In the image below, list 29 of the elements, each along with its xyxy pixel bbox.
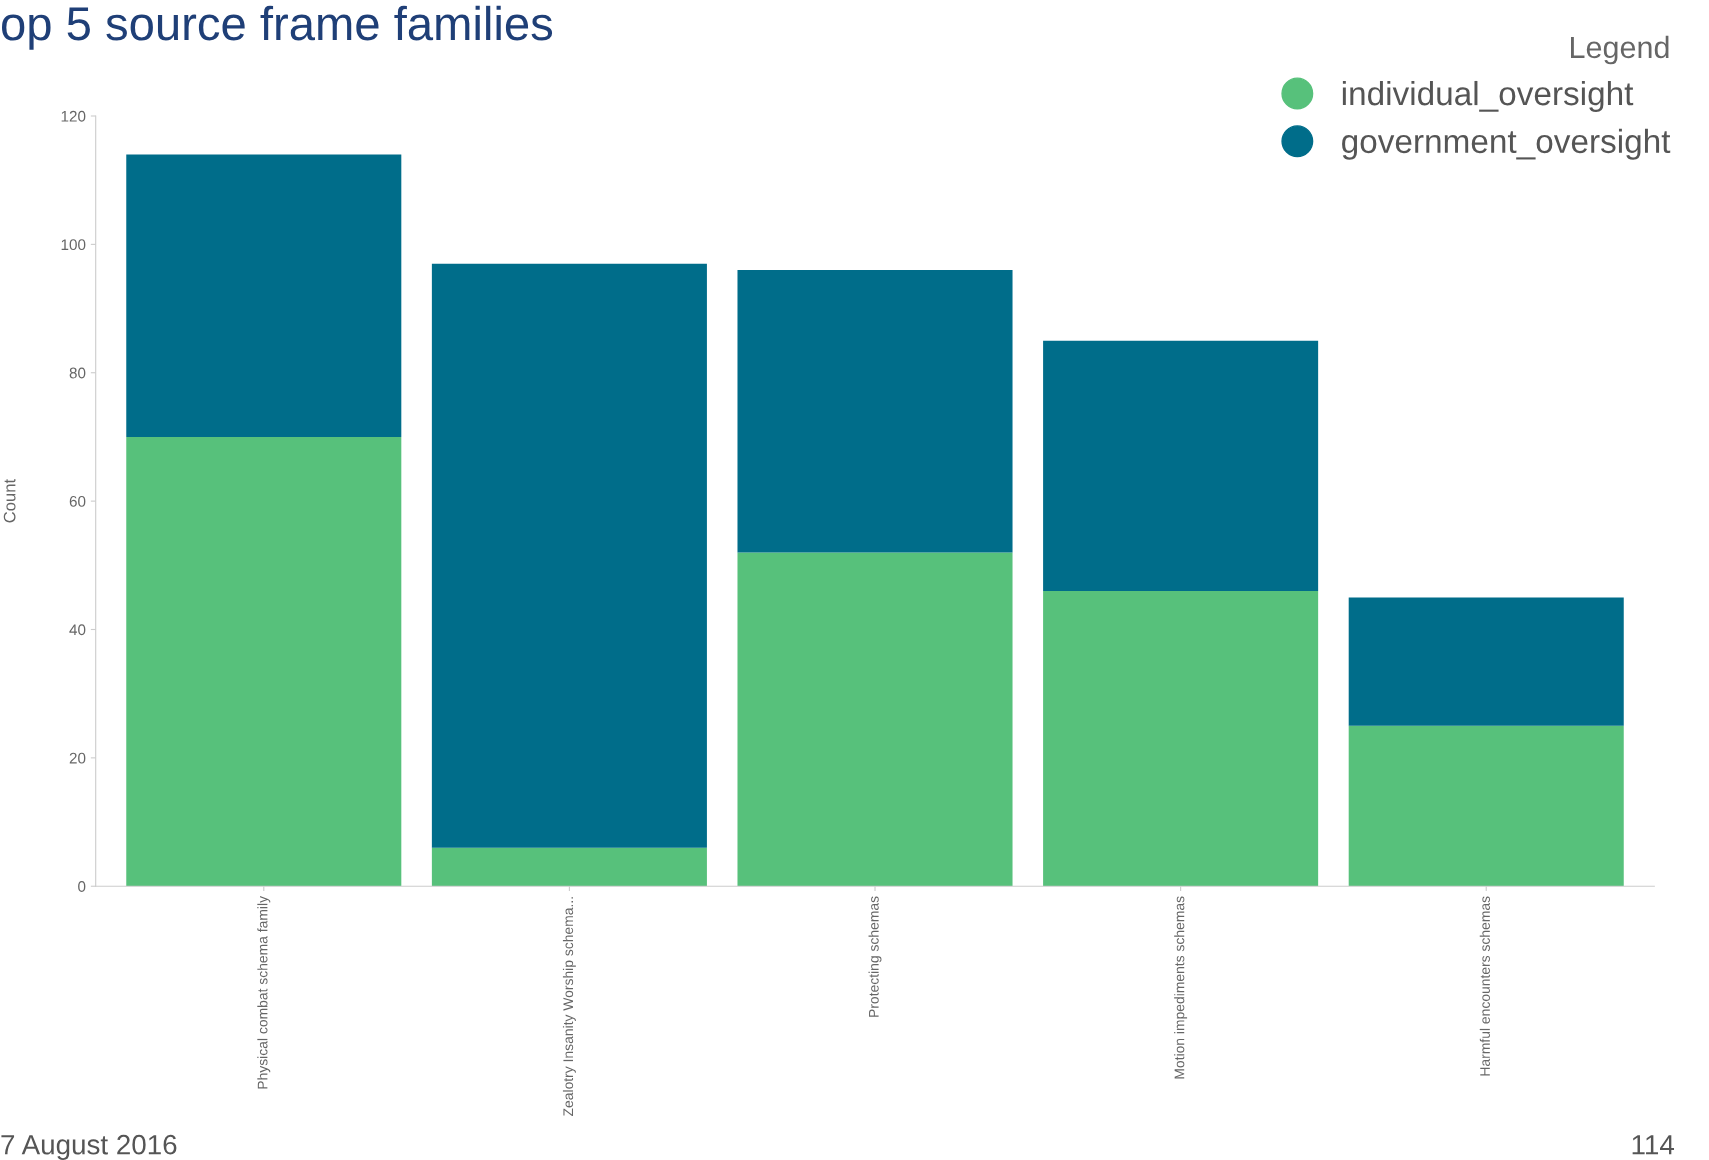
y-tick-label: 80 — [69, 367, 86, 379]
bar — [737, 270, 1013, 553]
bar — [126, 154, 402, 437]
legend-title: Legend — [1571, 35, 1669, 65]
bar — [737, 552, 1013, 887]
bar — [1043, 590, 1319, 887]
bar — [1348, 597, 1624, 726]
y-tick-label: 40 — [69, 624, 86, 636]
bar — [431, 263, 707, 848]
text: 114 — [1632, 1135, 1675, 1155]
bar — [1348, 725, 1624, 887]
x-tick-label: Zealotry Insanity Worship schema... — [562, 897, 576, 1117]
y-tick-label: 60 — [69, 495, 86, 507]
text: 7 August 2016 — [1, 1134, 177, 1160]
y-tick-label: 0 — [78, 881, 86, 892]
y-tick-label: 120 — [61, 110, 86, 122]
legend-label: individual_oversight — [1342, 80, 1634, 113]
legend-label: government_oversight — [1342, 128, 1671, 160]
y-tick-label: 100 — [61, 239, 86, 251]
bar — [431, 847, 707, 887]
x-tick-label: Harmful encounters schemas — [1479, 896, 1490, 1076]
x-tick-label: Physical combat schema family — [257, 895, 271, 1089]
chart-title: op 5 source frame families — [1, 5, 553, 50]
x-tick-label: Motion impediments schemas — [1174, 896, 1188, 1079]
y-tick-label: 20 — [69, 752, 86, 764]
bar — [126, 436, 402, 887]
bar — [1043, 340, 1319, 591]
y-axis-title: Count — [3, 479, 16, 523]
x-tick-label: Protecting schemas — [868, 896, 882, 1017]
